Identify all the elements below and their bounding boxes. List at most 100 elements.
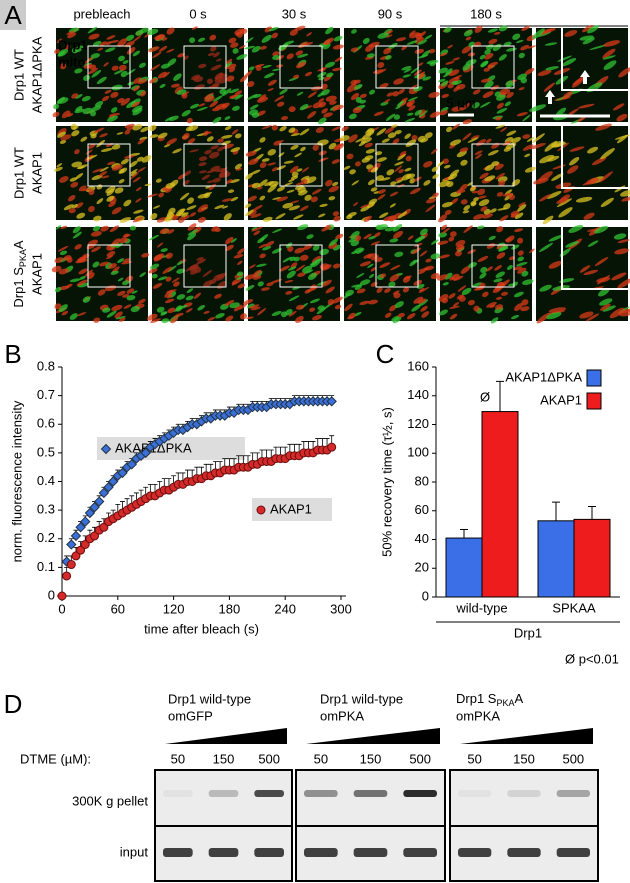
structure [91, 69, 102, 78]
point [62, 571, 72, 581]
structure [367, 299, 379, 305]
structure [288, 295, 300, 302]
structure [569, 146, 585, 152]
structure [331, 126, 342, 131]
structure [133, 85, 140, 92]
structure [162, 266, 173, 274]
structure [517, 237, 524, 244]
band [163, 790, 193, 797]
structure [472, 282, 482, 287]
structure [470, 135, 480, 140]
structure [457, 285, 467, 292]
roi-box [87, 244, 131, 288]
structure [500, 126, 508, 133]
structure [105, 47, 116, 53]
structure [312, 314, 322, 321]
structure [321, 108, 328, 114]
row-label: Drp1 WT [11, 49, 26, 101]
structure [520, 77, 528, 84]
structure [110, 91, 119, 98]
structure [206, 78, 213, 85]
structure [296, 53, 309, 58]
structure [87, 272, 95, 280]
structure [315, 127, 324, 134]
structure [348, 312, 356, 319]
structure [133, 77, 142, 84]
structure [443, 164, 451, 169]
structure [445, 68, 453, 75]
structure [441, 93, 449, 98]
structure [485, 138, 492, 144]
structure [377, 32, 389, 39]
structure [393, 78, 404, 85]
structure [325, 26, 334, 35]
structure [286, 270, 296, 279]
structure [603, 60, 617, 70]
structure [93, 215, 102, 222]
structure [99, 166, 109, 172]
structure [59, 250, 68, 256]
structure [267, 87, 274, 92]
structure [81, 95, 91, 102]
structure [301, 178, 308, 185]
structure [508, 194, 516, 201]
structure [470, 200, 477, 206]
micrograph [536, 224, 630, 324]
structure [521, 25, 530, 32]
label-part: Drp1 S [456, 691, 497, 706]
structure [529, 142, 546, 150]
structure [233, 304, 243, 312]
structure [109, 39, 119, 44]
structure [373, 111, 384, 117]
structure [304, 71, 312, 77]
structure [392, 138, 400, 145]
structure [502, 141, 511, 146]
structure [587, 240, 599, 247]
structure [214, 72, 224, 80]
structure [490, 317, 499, 324]
point [90, 531, 100, 541]
structure [289, 165, 299, 173]
micrograph [437, 123, 536, 223]
structure [459, 147, 469, 153]
structure [129, 172, 139, 180]
structure [582, 24, 594, 33]
structure [114, 311, 123, 319]
structure [72, 231, 82, 239]
structure [545, 66, 559, 71]
structure [350, 92, 360, 101]
structure [505, 80, 513, 87]
structure [425, 258, 432, 263]
structure [132, 176, 141, 183]
structure [277, 43, 289, 50]
blot [449, 769, 599, 827]
structure [131, 101, 140, 108]
structure [230, 196, 239, 202]
structure [498, 247, 509, 251]
point [98, 487, 110, 499]
structure [170, 83, 180, 88]
structure [234, 163, 243, 170]
structure [312, 144, 319, 151]
structure [562, 91, 573, 100]
band [507, 790, 541, 797]
structure [496, 296, 503, 300]
structure [172, 148, 182, 154]
structure [595, 123, 612, 131]
structure [157, 132, 168, 139]
structure [278, 139, 284, 144]
structure [118, 237, 129, 244]
structure [388, 215, 397, 222]
structure [253, 93, 262, 98]
structure [417, 39, 428, 45]
row-label: AKAP1 [29, 253, 44, 295]
structure [140, 91, 147, 97]
structure [187, 138, 196, 144]
structure [137, 166, 146, 173]
structure [63, 255, 72, 261]
band [208, 790, 239, 797]
structure [163, 143, 171, 148]
structure [616, 113, 628, 122]
point [75, 522, 86, 533]
structure [587, 146, 599, 154]
